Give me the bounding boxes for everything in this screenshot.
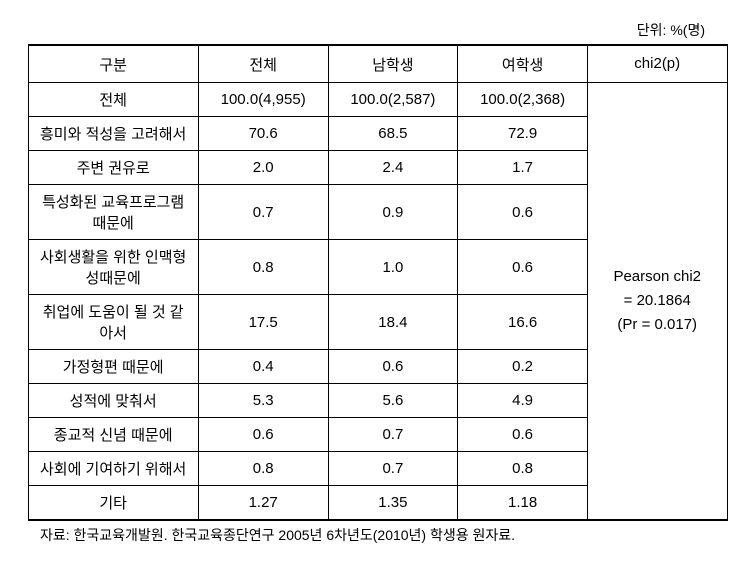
header-category: 구분: [28, 45, 198, 83]
cell-total: 1.27: [198, 486, 328, 521]
header-total: 전체: [198, 45, 328, 83]
cell-female: 4.9: [458, 384, 588, 418]
cell-total: 2.0: [198, 151, 328, 185]
cell-total: 70.6: [198, 117, 328, 151]
header-row: 구분 전체 남학생 여학생 chi2(p): [28, 45, 727, 83]
row-label: 성적에 맞춰서: [28, 384, 198, 418]
cell-male: 18.4: [328, 295, 458, 350]
cell-female: 0.6: [458, 418, 588, 452]
cell-male: 0.9: [328, 185, 458, 240]
cell-female: 0.6: [458, 185, 588, 240]
header-male: 남학생: [328, 45, 458, 83]
cell-male: 100.0(2,587): [328, 83, 458, 117]
cell-total: 5.3: [198, 384, 328, 418]
unit-label: 단위: %(명): [20, 20, 735, 40]
row-label: 특성화된 교육프로그램 때문에: [28, 185, 198, 240]
cell-female: 0.6: [458, 240, 588, 295]
row-label: 사회에 기여하기 위해서: [28, 452, 198, 486]
source-text: 자료: 한국교육개발원. 한국교육종단연구 2005년 6차년도(2010년) …: [20, 525, 735, 545]
header-chi2: chi2(p): [587, 45, 727, 83]
cell-male: 0.6: [328, 350, 458, 384]
cell-male: 68.5: [328, 117, 458, 151]
cell-total: 0.4: [198, 350, 328, 384]
row-label: 가정형편 때문에: [28, 350, 198, 384]
cell-male: 2.4: [328, 151, 458, 185]
data-table: 구분 전체 남학생 여학생 chi2(p) 전체 100.0(4,955) 10…: [28, 44, 728, 521]
cell-total: 0.8: [198, 452, 328, 486]
cell-total: 0.6: [198, 418, 328, 452]
row-label: 주변 권유로: [28, 151, 198, 185]
cell-male: 5.6: [328, 384, 458, 418]
cell-male: 1.35: [328, 486, 458, 521]
cell-total: 0.7: [198, 185, 328, 240]
cell-total: 100.0(4,955): [198, 83, 328, 117]
cell-female: 1.7: [458, 151, 588, 185]
row-label: 취업에 도움이 될 것 같아서: [28, 295, 198, 350]
header-female: 여학생: [458, 45, 588, 83]
cell-male: 0.7: [328, 418, 458, 452]
cell-female: 16.6: [458, 295, 588, 350]
cell-female: 0.8: [458, 452, 588, 486]
chi2-line1: Pearson chi2: [613, 268, 701, 285]
row-label: 종교적 신념 때문에: [28, 418, 198, 452]
chi2-cell: Pearson chi2 = 20.1864 (Pr = 0.017): [587, 83, 727, 521]
cell-total: 17.5: [198, 295, 328, 350]
cell-female: 1.18: [458, 486, 588, 521]
chi2-line2: = 20.1864: [624, 292, 691, 309]
cell-female: 100.0(2,368): [458, 83, 588, 117]
cell-female: 0.2: [458, 350, 588, 384]
row-label: 전체: [28, 83, 198, 117]
row-label: 흥미와 적성을 고려해서: [28, 117, 198, 151]
cell-total: 0.8: [198, 240, 328, 295]
cell-male: 1.0: [328, 240, 458, 295]
cell-male: 0.7: [328, 452, 458, 486]
row-label: 기타: [28, 486, 198, 521]
table-row: 전체 100.0(4,955) 100.0(2,587) 100.0(2,368…: [28, 83, 727, 117]
cell-female: 72.9: [458, 117, 588, 151]
row-label: 사회생활을 위한 인맥형성때문에: [28, 240, 198, 295]
chi2-line3: (Pr = 0.017): [617, 316, 697, 333]
